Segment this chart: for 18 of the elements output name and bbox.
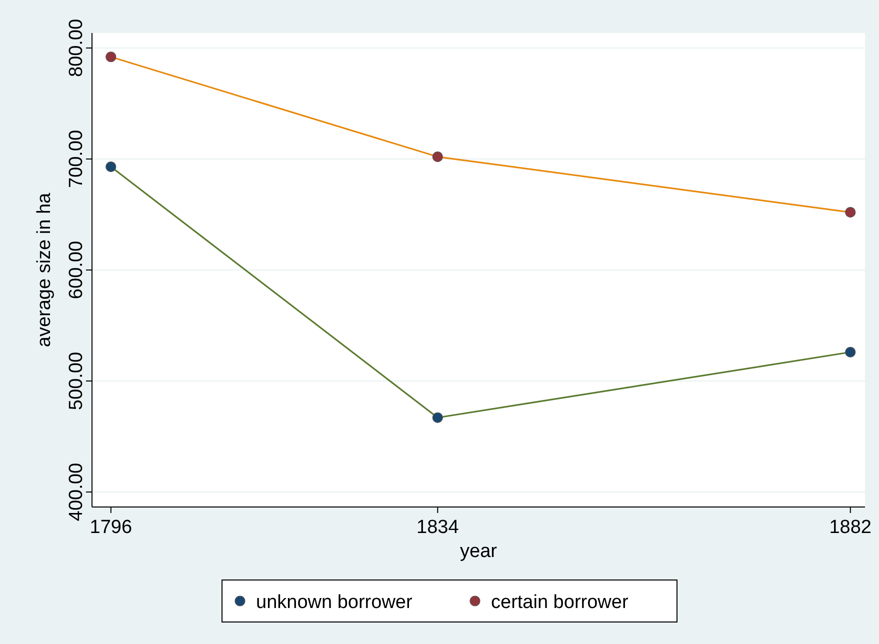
x-axis-title: year [460, 541, 498, 562]
point [845, 206, 856, 218]
y-tick-label: 600.00 [66, 240, 87, 300]
y-tick-label: 500.00 [66, 352, 87, 410]
point [845, 346, 856, 358]
x-tick-label: 1834 [416, 517, 460, 538]
y-tick-label: 400.00 [66, 462, 87, 522]
point [432, 412, 443, 423]
point [432, 151, 443, 162]
point [106, 161, 116, 172]
y-tick-label: 800.00 [66, 18, 87, 78]
point [106, 52, 116, 62]
legend-label: certain borrower [491, 592, 629, 613]
y-axis-title: average size in ha [34, 192, 55, 348]
legend-label: unknown borrower [256, 592, 413, 613]
x-tick-label: 1796 [90, 517, 132, 538]
x-tick-label: 1882 [829, 517, 872, 538]
y-tick-label: 700.00 [66, 130, 87, 188]
